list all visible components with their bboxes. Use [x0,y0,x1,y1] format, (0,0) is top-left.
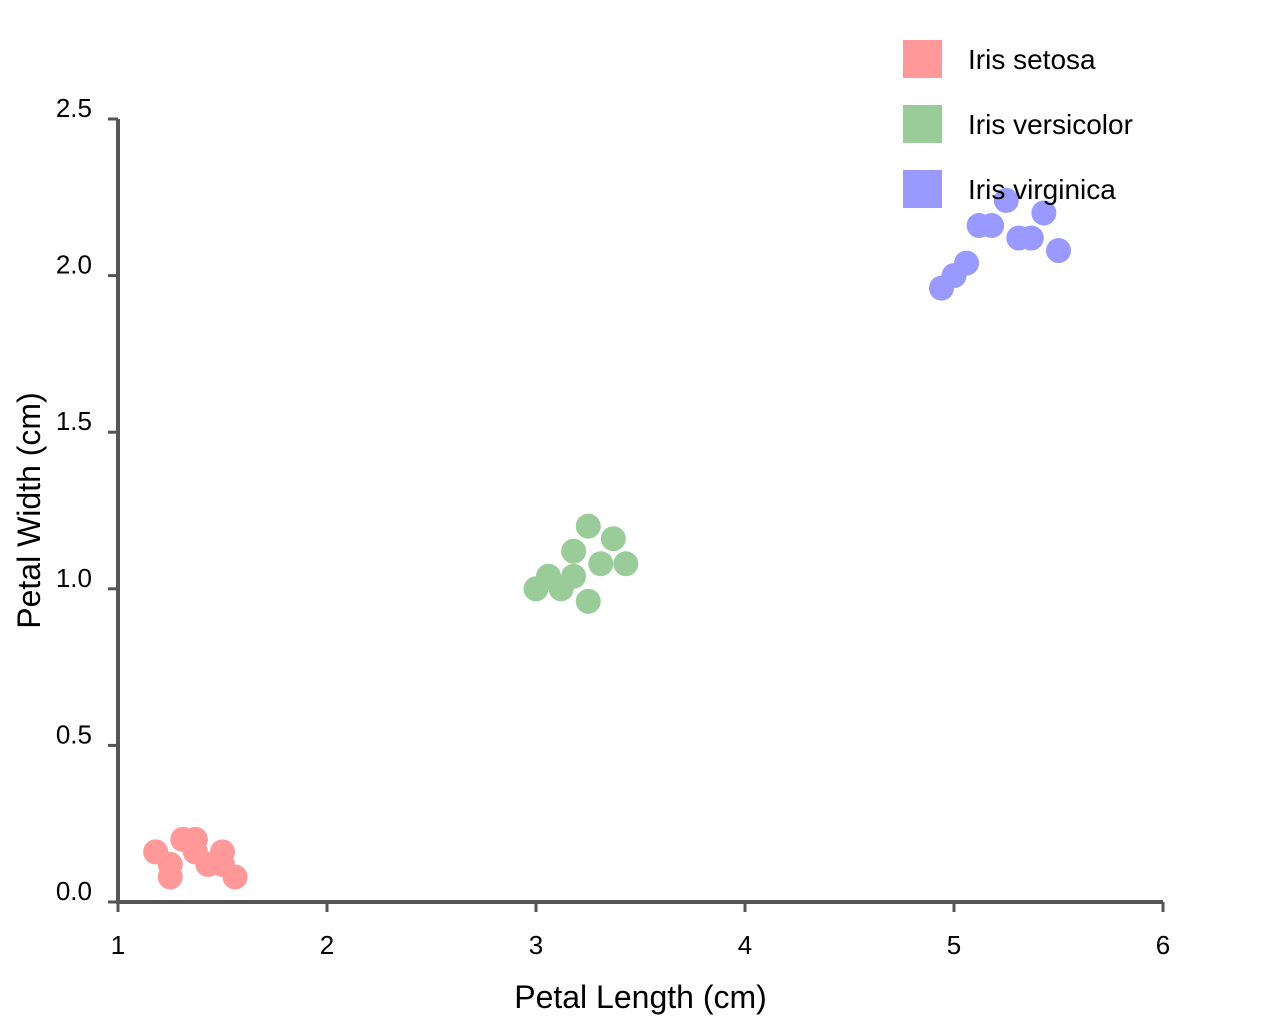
x-tick-label: 1 [111,930,125,960]
y-tick-label: 2.0 [56,250,92,280]
legend-swatch-iris-virginica [903,170,942,208]
data-point-iris-versicolor [588,551,614,577]
y-tick-label: 1.5 [56,406,92,436]
data-point-iris-virginica [1031,200,1057,226]
x-tick-label: 4 [738,930,752,960]
data-point-iris-virginica [979,212,1005,238]
x-tick-label: 6 [1156,930,1170,960]
x-axis-title: Petal Length (cm) [514,979,767,1015]
data-point-iris-versicolor [600,526,626,552]
data-point-iris-versicolor [613,551,639,577]
x-tick-label: 3 [529,930,543,960]
data-point-iris-virginica [954,250,980,276]
data-point-iris-setosa [157,864,183,890]
points-layer [143,187,1071,890]
x-tick-label: 2 [320,930,334,960]
data-point-iris-virginica [1018,225,1044,251]
legend-swatch-iris-versicolor [903,105,942,143]
data-point-iris-versicolor [575,588,601,614]
data-point-iris-virginica [1046,238,1071,264]
legend-swatch-iris-setosa [903,40,942,78]
y-tick-label: 1.0 [56,563,92,593]
data-point-iris-setosa [222,864,248,890]
data-point-iris-versicolor [575,513,601,539]
y-tick-label: 0.5 [56,719,92,749]
legend-label-iris-setosa: Iris setosa [968,44,1096,75]
axes: 1 2 3 4 5 6 0.0 0.5 1.0 1.5 2.0 2.5 [56,93,1170,960]
data-point-iris-versicolor [561,538,587,564]
data-point-iris-versicolor [561,563,587,589]
legend-label-iris-virginica: Iris virginica [968,174,1116,205]
legend: Iris setosa Iris versicolor Iris virginica [903,40,1133,208]
ticks: 1 2 3 4 5 6 0.0 0.5 1.0 1.5 2.0 2.5 [56,93,1170,960]
data-point-iris-virginica [993,187,1019,213]
y-axis-title: Petal Width (cm) [11,392,47,628]
legend-label-iris-versicolor: Iris versicolor [968,109,1133,140]
y-tick-label: 0.0 [56,876,92,906]
y-tick-label: 2.5 [56,93,92,123]
x-tick-label: 5 [947,930,961,960]
